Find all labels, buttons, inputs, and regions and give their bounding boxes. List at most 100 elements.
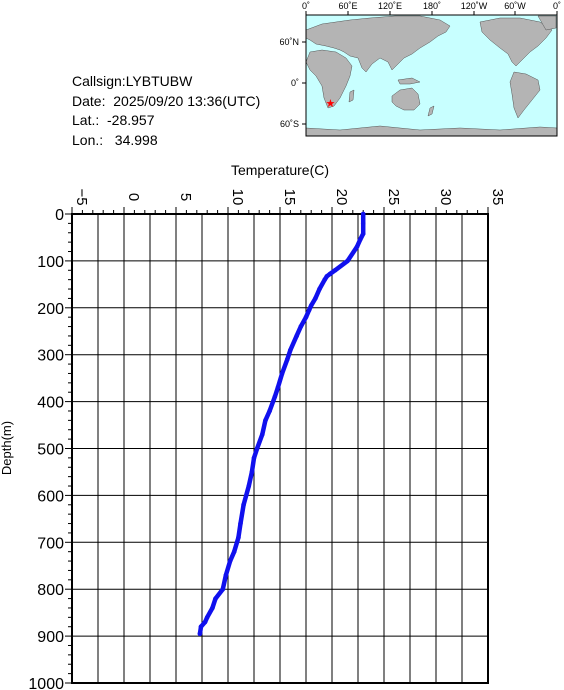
profile-point [294, 333, 299, 339]
longitude-label: Lon.: 34.998 [72, 131, 158, 148]
profile-point [197, 631, 203, 637]
y-tick-labels: 0 100 200 300 400 500 600 700 800 900 1000 [28, 207, 64, 690]
map-lat-label: 60˚N [279, 37, 299, 47]
y-tick-label: 0 [55, 207, 64, 224]
map-lat-label: 60˚S [280, 119, 299, 129]
y-tick-label: 200 [37, 301, 64, 318]
map-lon-label: 180˚ [423, 1, 441, 11]
landmass-shapes [305, 15, 558, 137]
y-axis-label: Depth(m) [0, 421, 14, 475]
indonesia-land [397, 77, 421, 85]
x-tick-labels: −5 0 5 10 15 20 25 30 35 [73, 188, 506, 205]
profile-point [275, 385, 281, 390]
map-lon-label: 120˚W [461, 1, 488, 11]
profile-point [360, 211, 366, 217]
profile-point [238, 521, 243, 526]
profile-point [345, 258, 350, 264]
callsign-label: Callsign:LYBTUBW [72, 73, 193, 89]
profile-point [231, 549, 237, 554]
profile-point [303, 314, 309, 320]
profile-point [288, 347, 293, 353]
temperature-profile-line [197, 211, 366, 637]
location-map: 0˚ 60˚E 120˚E 180˚ 120˚W 60˚W 0˚ 60˚N 0˚… [279, 1, 561, 137]
x-tick-label: 25 [385, 189, 402, 206]
map-lon-label: 0˚ [302, 1, 310, 11]
x-axis-label: Temperature(C) [231, 162, 329, 178]
y-tick-label: 700 [37, 535, 64, 552]
map-lon-ticks [305, 11, 558, 15]
profile-point [298, 324, 304, 329]
profile-point [198, 624, 204, 630]
profile-point [213, 596, 218, 601]
profile-point [324, 274, 330, 279]
map-lon-label: 60˚W [504, 1, 526, 11]
x-tick-label: 35 [489, 189, 506, 206]
profile-point [210, 605, 215, 611]
profile-point [360, 231, 366, 236]
latitude-label: Lat.: -28.957 [72, 112, 155, 128]
chart-minor-ticks [65, 207, 489, 684]
map-lat-label: 0˚ [291, 78, 299, 88]
map-lon-label: 0˚ [553, 1, 561, 11]
y-tick-label: 800 [37, 582, 64, 599]
profile-point [260, 432, 265, 437]
profile-point [227, 558, 233, 564]
profile-point [249, 469, 255, 475]
date-label: Date: 2025/09/20 13:36(UTC) [72, 92, 261, 109]
new-zealand-land [427, 105, 435, 117]
profile-point [236, 535, 241, 540]
profile-point [202, 619, 208, 625]
north-america-land [479, 17, 553, 67]
greenland-land [537, 15, 557, 31]
africa-land [305, 49, 353, 109]
profile-point [223, 572, 229, 578]
chart-grid [71, 213, 489, 684]
profile-point [354, 244, 360, 250]
profile-point [308, 303, 314, 308]
profile-point [284, 357, 290, 362]
profile-point [246, 483, 252, 489]
profile-point [360, 221, 366, 226]
y-tick-label: 900 [37, 629, 64, 646]
x-tick-label: 20 [333, 189, 350, 206]
profile-series [197, 211, 366, 637]
y-tick-label: 100 [37, 254, 64, 271]
y-tick-label: 500 [37, 442, 64, 459]
y-tick-label: 1000 [28, 676, 64, 690]
eurasia-land [305, 15, 451, 73]
profile-point [306, 307, 312, 313]
profile-point [241, 502, 246, 508]
profile-point [322, 277, 328, 282]
australia-land [391, 87, 421, 111]
map-lon-label: 120˚E [378, 1, 402, 11]
profile-point [357, 237, 363, 243]
station-marker-icon: ★ [325, 98, 335, 110]
plot-frame [71, 213, 489, 684]
profile-point [251, 455, 257, 461]
profile-point [220, 586, 226, 592]
profile-point [263, 418, 268, 423]
y-tick-label: 300 [37, 348, 64, 365]
map-lat-ticks [302, 41, 306, 125]
madagascar-land [348, 89, 355, 103]
south-america-land [509, 71, 541, 119]
profile-point [279, 371, 285, 376]
x-tick-label: 0 [125, 193, 142, 201]
profile-point [327, 271, 333, 277]
station-info: Callsign:LYBTUBW Date: 2025/09/20 13:36(… [72, 72, 260, 150]
x-tick-label: 5 [177, 193, 194, 201]
profile-point [254, 446, 260, 451]
x-tick-label: 30 [437, 189, 454, 206]
x-tick-label: 15 [281, 189, 298, 206]
profile-point [332, 267, 338, 273]
profile-point [317, 286, 322, 292]
x-tick-label: −5 [73, 188, 90, 205]
y-tick-label: 600 [37, 488, 64, 505]
y-tick-label: 400 [37, 395, 64, 412]
profile-point [204, 615, 210, 620]
profile-point [272, 394, 278, 400]
profile-point [267, 408, 272, 414]
map-lon-label: 60˚E [338, 1, 357, 11]
profile-point [313, 296, 318, 301]
